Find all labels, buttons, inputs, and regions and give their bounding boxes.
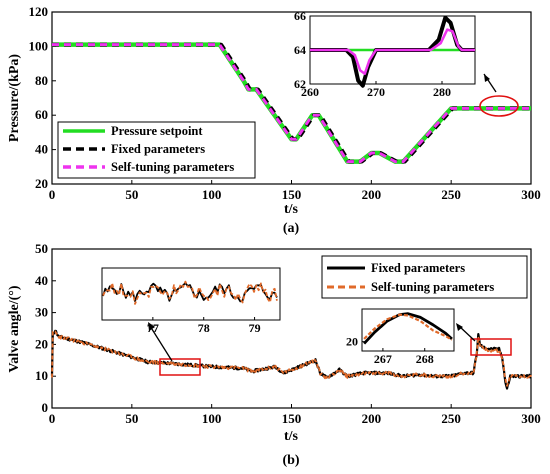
inset-series [310, 15, 475, 88]
inset-selftuning-line [310, 28, 475, 76]
x-tick-label: 79 [249, 321, 261, 335]
x-tick-label: 50 [125, 411, 138, 426]
inset-right-selftuning-line [363, 313, 453, 341]
inset-right-ticks: 267 268 20 [346, 335, 434, 366]
legend-label-selftuning: Self-tuning parameters [111, 160, 234, 174]
panel-b: 0 50 100 150 200 250 300 0 10 20 30 40 50 77 78 79 267… [7, 241, 541, 468]
x-tick-label: 200 [362, 187, 382, 202]
highlight-circle [479, 95, 519, 117]
panel-b-inset-right: 267 268 20 [346, 308, 455, 366]
x-tick-label: 100 [202, 411, 222, 426]
y-tick-label: 40 [35, 142, 48, 157]
legend-box [321, 255, 528, 299]
inset-left-fixed-line [102, 282, 278, 303]
inset-right-fixed-line [363, 312, 453, 345]
inset-ticks: 260 270 280 62 64 66 [294, 9, 451, 99]
inset-left-series [102, 280, 278, 305]
x-tick-label: 0 [49, 411, 56, 426]
panel-b-xlabel: t/s [284, 429, 299, 444]
panel-a-inset: 260 270 280 62 64 66 [294, 9, 476, 99]
legend-label-setpoint: Pressure setpoint [111, 124, 203, 138]
pointer-arrow-right-head [456, 323, 463, 331]
highlight-box-left [159, 358, 201, 376]
series-selftuning-line [52, 43, 531, 164]
y-tick-label: 60 [35, 107, 48, 122]
panel-b-inset-left: 77 78 79 [101, 267, 281, 335]
x-tick-label: 78 [198, 321, 210, 335]
y-tick-label: 40 [35, 273, 48, 288]
highlight-box-right [470, 338, 512, 356]
y-tick-label: 50 [35, 241, 48, 256]
y-tick-label: 120 [29, 4, 49, 19]
pointer-arrow-head [484, 74, 490, 82]
x-tick-label: 200 [362, 411, 382, 426]
panel-b-legend: Fixed parameters Self-tuning parameters [321, 255, 528, 299]
y-tick-label: 66 [294, 9, 306, 23]
legend-label-fixed: Fixed parameters [111, 142, 205, 156]
x-tick-label: 280 [433, 85, 451, 99]
y-tick-label: 80 [35, 73, 48, 88]
y-tick-label: 10 [35, 368, 48, 383]
x-tick-label: 50 [125, 187, 138, 202]
legend-label-fixed: Fixed parameters [371, 261, 465, 275]
panel-a-ylabel: Pressure/(kPa) [7, 54, 22, 142]
inset-right-series [363, 312, 453, 345]
x-tick-label: 250 [441, 187, 461, 202]
y-tick-label: 100 [29, 38, 49, 53]
y-tick-label: 64 [294, 43, 306, 57]
x-tick-label: 300 [521, 411, 541, 426]
x-tick-label: 150 [282, 187, 302, 202]
x-tick-label: 150 [282, 411, 302, 426]
pointer-arrow-right [458, 325, 476, 342]
x-tick-label: 0 [49, 187, 56, 202]
pointer-arrow-left-head [148, 322, 155, 331]
x-tick-label: 268 [416, 352, 434, 366]
panel-b-caption: (b) [282, 453, 299, 468]
y-tick-label: 62 [294, 77, 306, 91]
y-tick-label: 20 [346, 335, 358, 349]
x-tick-label: 267 [374, 352, 392, 366]
panel-a-caption: (a) [283, 221, 300, 236]
y-tick-label: 30 [35, 305, 48, 320]
y-tick-label: 20 [35, 176, 48, 191]
y-tick-label: 20 [35, 336, 48, 351]
legend-label-selftuning: Self-tuning parameters [371, 280, 494, 294]
x-tick-label: 100 [202, 187, 222, 202]
x-tick-label: 260 [301, 85, 319, 99]
panel-a-xlabel: t/s [284, 202, 299, 217]
y-tick-label: 0 [42, 400, 49, 415]
x-tick-label: 300 [521, 187, 541, 202]
panel-a-ticks: 0 50 100 150 200 250 300 20 40 60 80 100 120 [29, 4, 541, 202]
inset-left-selftuning-line [102, 280, 278, 305]
x-tick-label: 77 [147, 321, 159, 335]
panel-b-series [50, 329, 532, 390]
pointer-arrow-left [149, 325, 173, 362]
panel-a-legend: Pressure setpoint Fixed parameters Self-… [57, 121, 256, 179]
panel-b-ticks: 0 50 100 150 200 250 300 0 10 20 30 40 50 [35, 241, 541, 426]
panel-a-series [52, 42, 531, 164]
x-tick-label: 250 [441, 411, 461, 426]
inset-left-ticks: 77 78 79 [147, 317, 261, 335]
x-tick-label: 270 [367, 85, 385, 99]
panel-b-ylabel: Valve angle/(°) [7, 285, 22, 372]
